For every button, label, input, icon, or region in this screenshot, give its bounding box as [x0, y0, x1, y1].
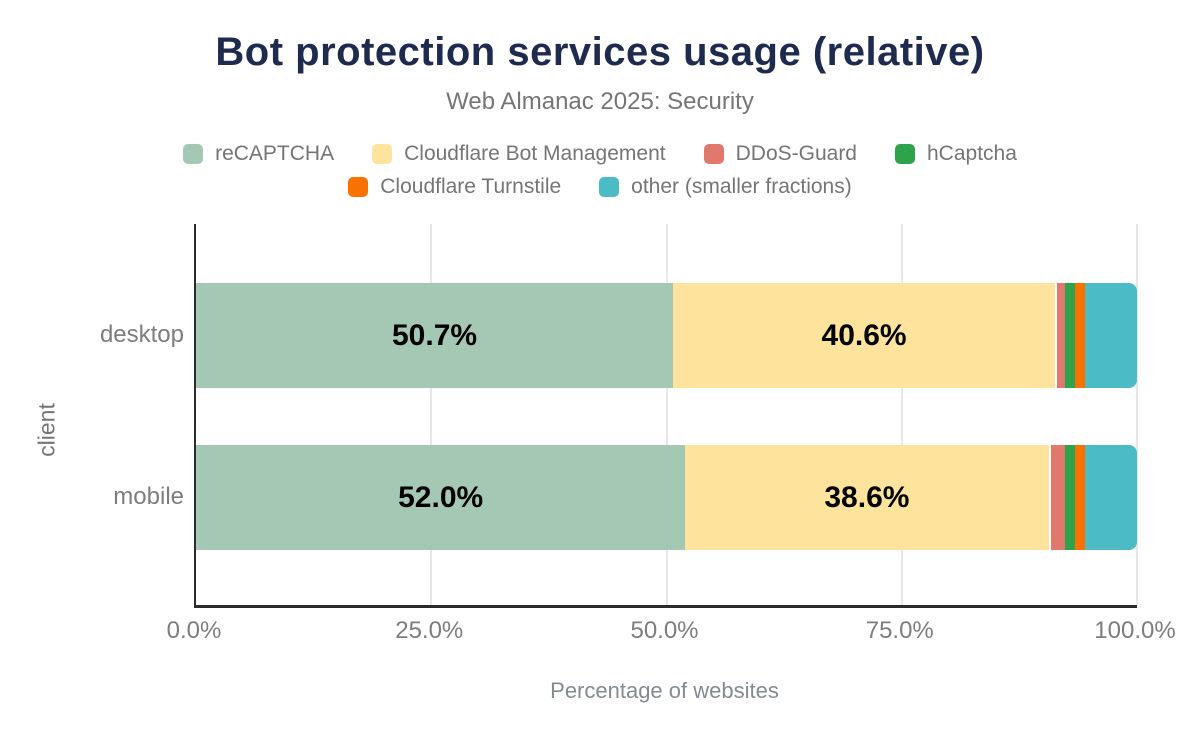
x-tick-label: 0.0%	[166, 617, 222, 644]
bar-segment-desktop-cloudflare-bot-management[interactable]: 40.6%	[673, 283, 1056, 388]
legend-swatch-icon	[895, 144, 915, 164]
chart-subtitle: Web Almanac 2025: Security	[446, 88, 754, 115]
legend-item-label: DDoS-Guard	[735, 142, 857, 165]
bar-segment-label: 38.6%	[824, 480, 910, 514]
legend-item-label: reCAPTCHA	[215, 142, 335, 165]
chart-title: Bot protection services usage (relative)	[215, 30, 985, 74]
legend-item-label: Cloudflare Bot Management	[404, 142, 666, 165]
legend-swatch-icon	[348, 177, 369, 197]
y-axis-title: client	[33, 403, 60, 457]
bar-segment-desktop-recaptcha[interactable]: 50.7%	[196, 283, 674, 388]
legend-swatch-icon	[599, 177, 620, 197]
bar-segment-mobile-hcaptcha[interactable]	[1065, 445, 1075, 550]
x-tick-label: 25.0%	[395, 617, 464, 644]
legend: reCAPTCHA Cloudflare Bot Management DDoS-G…	[0, 142, 1200, 199]
x-tick-label: 75.0%	[865, 617, 934, 644]
legend-swatch-icon	[183, 144, 204, 164]
legend-item[interactable]: hCaptcha	[895, 142, 1017, 166]
bar-mobile: 52.0% 38.6%	[196, 445, 1137, 550]
bar-segment-mobile-ddos-guard[interactable]	[1048, 445, 1066, 550]
legend-item-label: hCaptcha	[927, 142, 1017, 165]
legend-row-2: Cloudflare Turnstile other (smaller fract…	[348, 175, 852, 199]
legend-swatch-icon	[703, 144, 724, 164]
y-tick-label-desktop: desktop	[99, 321, 184, 348]
gridline	[665, 224, 668, 605]
bar-segment-mobile-recaptcha[interactable]: 52.0%	[196, 445, 686, 550]
bar-segment-mobile-cloudflare-bot-management[interactable]: 38.6%	[685, 445, 1049, 550]
legend-swatch-icon	[372, 144, 393, 164]
legend-item[interactable]: reCAPTCHA	[183, 142, 334, 166]
x-tick-label: 100.0%	[1094, 617, 1176, 644]
gridline	[900, 224, 903, 605]
bar-segment-mobile-other-smaller-fractions-[interactable]	[1085, 445, 1137, 550]
legend-item[interactable]: Cloudflare Turnstile	[348, 175, 561, 199]
bar-segment-label: 52.0%	[398, 480, 484, 514]
legend-item[interactable]: DDoS-Guard	[703, 142, 857, 166]
bar-segment-desktop-ddos-guard[interactable]	[1055, 283, 1065, 388]
plot-area: 50.7% 40.6% 52.0% 38.6%	[194, 224, 1138, 608]
bar-segment-label: 50.7%	[392, 318, 478, 352]
y-tick-label-mobile: mobile	[113, 483, 184, 510]
bar-segment-desktop-other-smaller-fractions-[interactable]	[1085, 283, 1137, 388]
bar-segment-label: 40.6%	[821, 318, 907, 352]
x-tick-label: 50.0%	[630, 617, 699, 644]
x-axis-title: Percentage of websites	[550, 678, 779, 703]
legend-row-1: reCAPTCHA Cloudflare Bot Management DDoS-G…	[183, 142, 1017, 166]
legend-item[interactable]: other (smaller fractions)	[599, 175, 852, 199]
legend-item-label: other (smaller fractions)	[631, 175, 852, 198]
bar-desktop: 50.7% 40.6%	[196, 283, 1137, 388]
bar-segment-mobile-cloudflare-turnstile[interactable]	[1074, 445, 1086, 550]
bar-segment-desktop-cloudflare-turnstile[interactable]	[1074, 283, 1086, 388]
bar-segment-desktop-hcaptcha[interactable]	[1064, 283, 1075, 388]
legend-item-label: Cloudflare Turnstile	[380, 175, 562, 198]
x-axis-tick-labels: 0.0% 25.0% 50.0% 75.0% 100.0%	[167, 616, 1176, 646]
gridline	[1136, 224, 1138, 605]
legend-item[interactable]: Cloudflare Bot Management	[372, 142, 666, 166]
gridline	[430, 224, 433, 605]
